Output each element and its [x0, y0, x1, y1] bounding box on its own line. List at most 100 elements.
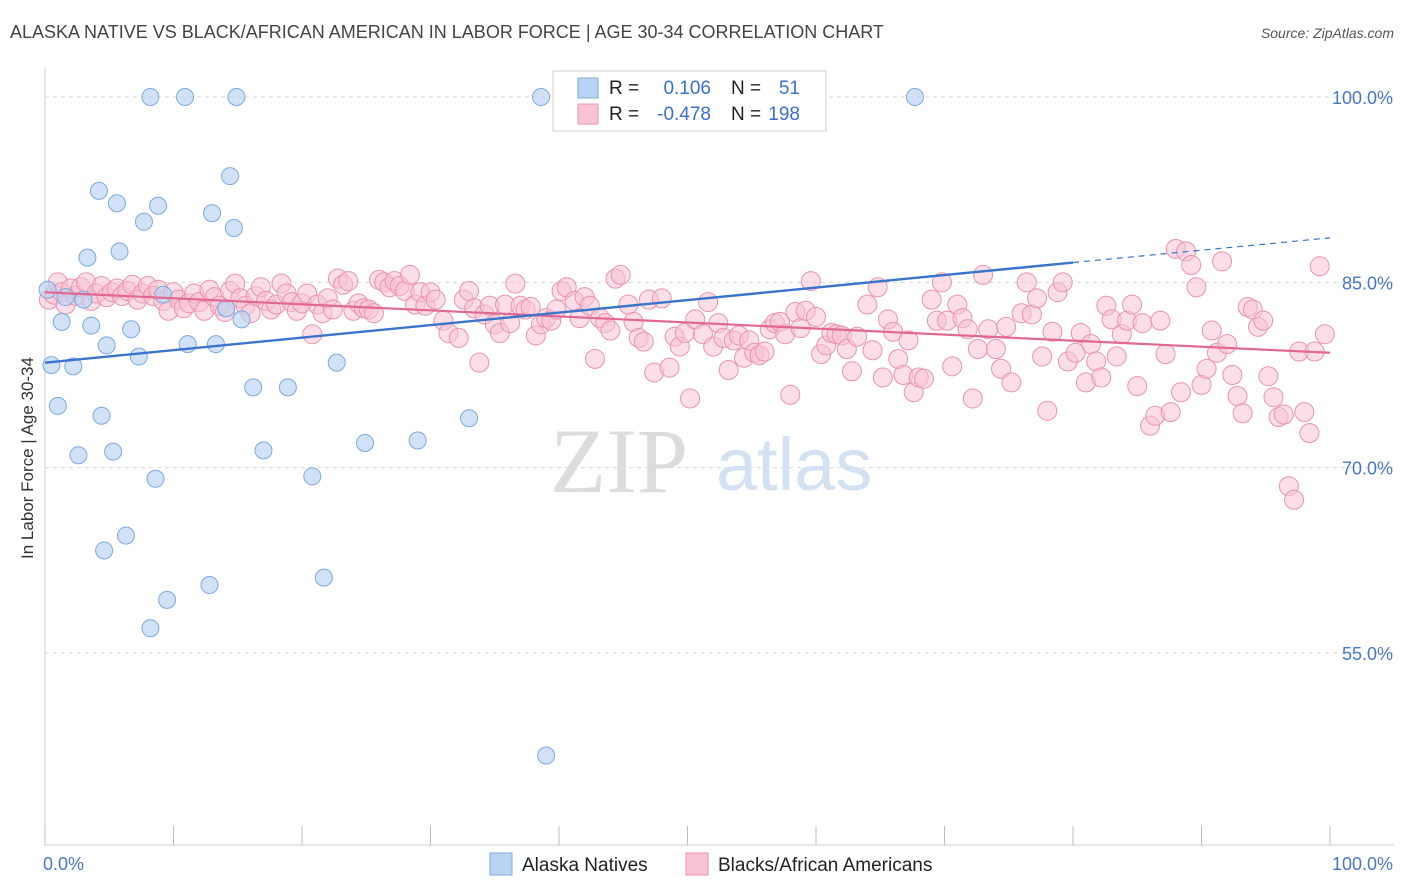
pink-point-105	[584, 348, 605, 369]
pink-point-156	[862, 340, 883, 361]
blue-point-9	[82, 316, 101, 335]
pink-point-196	[1080, 334, 1101, 355]
pink-point-76	[425, 289, 446, 310]
pink-point-201	[1106, 346, 1127, 367]
pink-point-81	[459, 280, 480, 301]
blue-point-0	[38, 280, 57, 299]
blue-point-41	[314, 568, 333, 587]
blue-point-2	[48, 396, 67, 415]
pink-point-136	[754, 341, 775, 362]
blue-point-25	[158, 590, 177, 609]
blue-point-11	[92, 406, 111, 425]
pink-point-181	[996, 316, 1017, 337]
blue-point-19	[129, 347, 148, 366]
blue-point-6	[69, 446, 88, 465]
x-tick-label-0: 0.0%	[43, 854, 84, 874]
pink-point-179	[985, 339, 1006, 360]
y-tick-label-0: 100.0%	[1332, 88, 1393, 108]
legend-n-label-1: N =	[731, 78, 761, 99]
blue-point-48	[905, 88, 924, 106]
pink-point-175	[962, 388, 983, 409]
blue-point-3	[52, 312, 71, 331]
pink-point-166	[913, 368, 934, 389]
pink-point-169	[931, 272, 952, 293]
pink-point-108	[600, 320, 621, 341]
blue-point-37	[244, 378, 263, 397]
pink-point-241	[1314, 324, 1335, 345]
pink-point-59	[338, 271, 359, 292]
blue-point-20	[134, 212, 153, 231]
trend-line-black	[44, 291, 1331, 354]
pink-point-210	[1155, 343, 1176, 364]
trend-lines	[44, 237, 1331, 364]
pink-point-153	[841, 361, 862, 382]
y-tick-label-1: 85.0%	[1342, 273, 1393, 293]
pink-point-216	[1186, 277, 1207, 298]
pink-point-198	[1091, 367, 1112, 388]
pink-point-171	[942, 356, 963, 377]
pink-point-154	[847, 326, 868, 347]
watermark-zip: ZIP	[550, 410, 688, 512]
bottom-legend-label-black: Blacks/African Americans	[718, 855, 932, 876]
pink-point-189	[1042, 321, 1063, 342]
blue-point-39	[278, 378, 297, 397]
chart-title: ALASKA NATIVE VS BLACK/AFRICAN AMERICAN …	[10, 22, 884, 42]
pink-point-206	[1132, 313, 1153, 334]
blue-point-8	[78, 248, 97, 267]
stats-legend: R = 0.106 N = 51 R = -0.478 N = 198	[552, 70, 827, 132]
pink-point-114	[633, 331, 654, 352]
pink-point-141	[780, 384, 801, 405]
blue-point-23	[149, 196, 168, 215]
pink-point-177	[973, 264, 994, 285]
y-tick-labels: 100.0% 85.0% 70.0% 55.0%	[1332, 88, 1393, 664]
series-alaska-natives	[38, 88, 924, 765]
legend-swatch-pink	[577, 103, 599, 125]
blue-point-22	[146, 469, 165, 488]
blue-point-18	[122, 320, 141, 339]
pink-point-79	[448, 327, 469, 348]
watermark-atlas: atlas	[716, 423, 872, 506]
blue-point-34	[224, 218, 243, 237]
pink-point-240	[1309, 256, 1330, 277]
pink-point-146	[806, 306, 826, 327]
pink-point-187	[1032, 346, 1053, 367]
pink-point-167	[921, 289, 942, 310]
blue-point-35	[227, 88, 246, 106]
chart-source: Source: ZipAtlas.com	[1261, 25, 1394, 41]
pink-point-213	[1170, 382, 1191, 403]
legend-swatch-blue	[577, 77, 599, 99]
pink-point-205	[1127, 376, 1148, 397]
pink-point-155	[857, 294, 878, 315]
grid	[45, 96, 1394, 654]
y-tick-label-2: 70.0%	[1342, 459, 1393, 479]
blue-point-32	[217, 299, 236, 318]
blue-point-45	[460, 409, 479, 428]
pink-point-215	[1181, 255, 1202, 276]
pink-point-222	[1217, 334, 1238, 355]
blue-point-43	[355, 433, 374, 452]
blue-point-14	[104, 442, 123, 461]
blue-point-5	[64, 357, 83, 376]
pink-point-158	[872, 367, 893, 388]
pink-point-52	[302, 324, 323, 345]
y-axis-label: In Labor Force | Age 30-34	[18, 357, 37, 559]
legend-n-value-1: 51	[779, 78, 800, 99]
blue-point-42	[327, 353, 346, 372]
pink-point-145	[800, 271, 821, 292]
pink-point-191	[1052, 272, 1073, 293]
blue-point-30	[203, 204, 222, 223]
pink-point-233	[1273, 404, 1294, 425]
blue-point-4	[56, 288, 75, 307]
pink-point-71	[399, 264, 420, 285]
pink-point-83	[469, 352, 490, 373]
pink-point-209	[1150, 310, 1171, 331]
y-tick-label-3: 55.0%	[1342, 644, 1393, 664]
axes	[44, 68, 1394, 846]
pink-point-184	[1016, 272, 1037, 293]
pink-point-176	[967, 339, 988, 360]
trend-line-alaska	[44, 261, 1074, 364]
blue-point-40	[303, 467, 322, 486]
trend-line-alaska-extension	[1072, 237, 1331, 264]
blue-point-33	[221, 167, 240, 186]
